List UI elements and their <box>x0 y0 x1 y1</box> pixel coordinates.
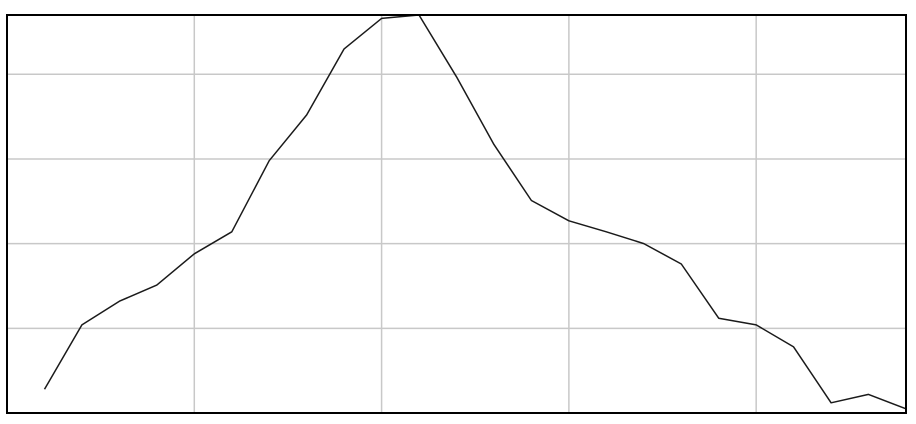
series-layer <box>43 14 907 410</box>
grid <box>7 15 906 413</box>
plot-frame <box>6 14 907 414</box>
series-line-1 <box>43 14 907 410</box>
